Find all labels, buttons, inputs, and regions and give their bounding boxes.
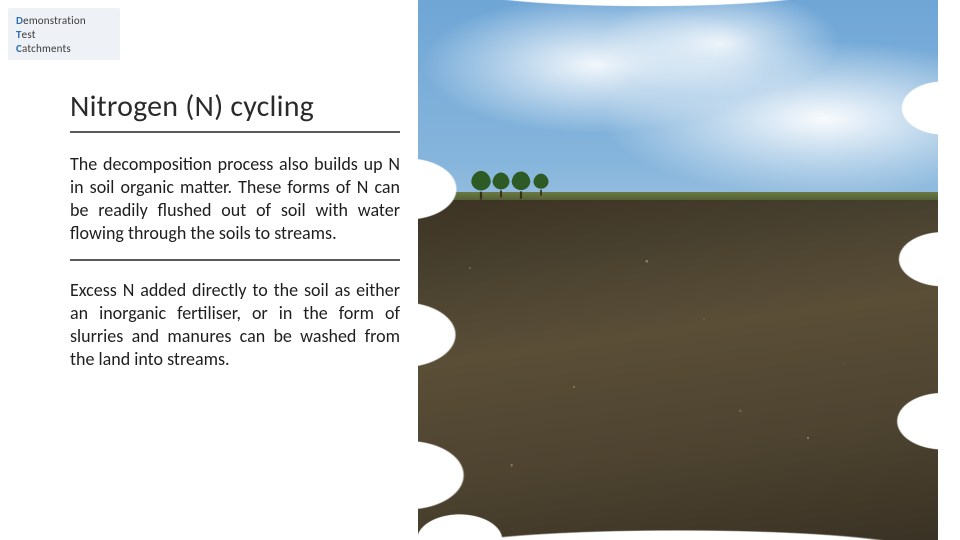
paragraph-2: Excess N added directly to the soil as e… — [70, 279, 400, 385]
tree-icon — [533, 174, 548, 193]
soil-layer — [418, 200, 938, 540]
logo-badge: Demonstration Test Catchments — [8, 8, 120, 60]
slide-title: Nitrogen (N) cycling — [70, 88, 400, 133]
logo-rest-1: emonstration — [23, 14, 86, 27]
text-column: Nitrogen (N) cycling The decomposition p… — [70, 88, 400, 403]
tree-icon — [471, 171, 491, 195]
logo-line-3: Catchments — [16, 42, 112, 56]
paragraph-1: The decomposition process also builds up… — [70, 153, 400, 261]
logo-line-2: Test — [16, 28, 112, 42]
logo-rest-2: est — [22, 28, 36, 41]
tree-icon — [492, 173, 509, 194]
logo-rest-3: atchments — [22, 42, 71, 55]
soil-illustration — [418, 0, 938, 540]
logo-line-1: Demonstration — [16, 14, 112, 28]
tree-icon — [512, 171, 531, 194]
